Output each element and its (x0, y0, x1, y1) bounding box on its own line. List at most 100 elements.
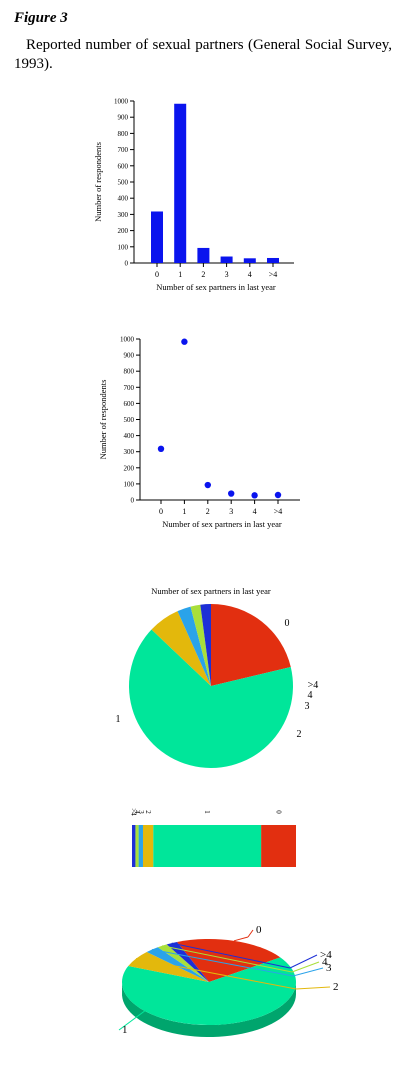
bar-chart: 0 100 200 300 400 500 600 700 800 900 1000 0 1 2 3 4 >4 N… (93, 98, 294, 292)
pie-3d-slice (121, 957, 296, 1025)
y-tick-label: 100 (124, 480, 135, 488)
data-point (204, 481, 211, 489)
bar (220, 256, 233, 263)
y-tick-label: 600 (124, 400, 135, 408)
pie-slice (151, 611, 211, 686)
pie-slice (200, 604, 211, 686)
pie-3d-leader (247, 929, 254, 938)
y-tick-label: 200 (124, 464, 135, 472)
y-tick-label: 500 (124, 416, 135, 424)
pie-3d-slice (128, 951, 209, 982)
stacked-segment (261, 825, 296, 867)
stacked-segment (153, 825, 262, 867)
pie-3d-leader (292, 967, 324, 977)
pie-3d-leader (145, 1009, 220, 1026)
x-tick-label: 1 (182, 507, 186, 516)
x-tick-label: 1 (178, 270, 182, 279)
stacked-segment-label: 3 (137, 810, 145, 814)
pie-slice (128, 629, 293, 768)
pie-3d-chart: 0 1 234>4 (118, 924, 339, 1037)
x-axis-title: Number of sex partners in last year (162, 519, 282, 529)
pie-3d-leader (151, 948, 294, 977)
pie-3d-leader (295, 986, 331, 990)
y-tick-label: 400 (118, 195, 129, 203)
data-point (181, 338, 188, 345)
pie-3d-label: 1 (122, 1024, 128, 1036)
pie-3d-slice (157, 944, 209, 982)
x-tick-label: >4 (274, 507, 283, 516)
pie-slice-label: 2 (297, 729, 302, 740)
pie-3d-label: 4 (322, 956, 328, 968)
y-tick-label: 0 (131, 497, 135, 505)
bar (267, 257, 279, 263)
x-tick-label: 3 (225, 270, 229, 279)
pie-chart: Number of sex partners in last year 0 1 2 34… (116, 586, 319, 768)
y-tick-label: 500 (118, 179, 129, 187)
pie-3d-leader (162, 945, 293, 973)
pie-3d-slice (166, 942, 209, 982)
y-tick-label: 600 (118, 162, 129, 170)
stacked-segment-label: >4 (130, 808, 138, 816)
y-tick-label: 900 (124, 352, 135, 360)
pie-3d-label: 3 (326, 962, 332, 974)
scatter-chart: 0 100 200 300 400 500 600 700 800 900 1000 0 1 2 3 4 >4 N… (98, 336, 300, 529)
x-tick-label: 0 (159, 507, 163, 516)
pie-slice-label: 4 (308, 690, 313, 701)
pie-slice (211, 604, 291, 686)
x-tick-label: 0 (155, 270, 159, 279)
x-tick-label: 2 (206, 507, 210, 516)
stacked-segment (142, 825, 154, 867)
pie-3d-leader (289, 954, 318, 969)
y-tick-label: 900 (118, 114, 129, 122)
pie-slice (190, 604, 211, 686)
y-tick-label: 700 (124, 384, 135, 392)
pie-3d-leader (136, 958, 297, 990)
data-point (251, 492, 258, 499)
pie-slice-label: 0 (285, 618, 290, 629)
y-tick-label: 1000 (120, 336, 135, 344)
y-tick-label: 100 (118, 243, 129, 251)
pie-3d-side (122, 982, 296, 1037)
pie-3d-leader (233, 936, 249, 942)
data-point (228, 490, 235, 497)
y-tick-label: 300 (124, 448, 135, 456)
stacked-segment-label: 2 (144, 810, 152, 814)
x-tick-label: 3 (229, 507, 233, 516)
x-tick-label: 4 (253, 507, 257, 516)
pie-3d-leader (171, 942, 291, 969)
y-axis-title: Number of respondents (93, 142, 103, 222)
pie-3d-label: >4 (320, 949, 332, 961)
stacked-segment-label: 0 (275, 810, 283, 814)
pie-3d-label: 0 (256, 924, 262, 936)
y-tick-label: 300 (118, 211, 129, 219)
data-point (274, 491, 282, 499)
y-tick-label: 200 (118, 227, 129, 235)
pie-3d-leader (118, 1009, 147, 1031)
pie-3d-slice (146, 947, 209, 982)
y-tick-label: 800 (118, 130, 129, 138)
bar (197, 247, 210, 263)
pie-3d-leader (291, 961, 320, 973)
x-tick-label: 2 (201, 270, 205, 279)
y-tick-label: 700 (118, 146, 129, 154)
y-tick-label: 0 (125, 260, 129, 268)
pie-3d-label: 2 (333, 981, 339, 993)
stacked-segment (132, 825, 136, 867)
pie-slice-label: 1 (116, 714, 121, 725)
stacked-bar-chart: 0 1 234>4 (130, 808, 296, 867)
y-tick-label: 400 (124, 432, 135, 440)
y-tick-label: 800 (124, 368, 135, 376)
stacked-segment-label: 4 (133, 810, 141, 814)
x-tick-label: 4 (248, 270, 252, 279)
x-axis-title: Number of sex partners in last year (156, 282, 276, 292)
pie-slice (177, 606, 211, 686)
bar (174, 103, 187, 263)
data-point (157, 445, 165, 453)
pie-slice-label: >4 (308, 680, 319, 691)
stacked-segment (138, 825, 143, 867)
figure-caption: Reported number of sexual partners (Gene… (14, 37, 392, 72)
y-axis-title: Number of respondents (98, 380, 108, 460)
pie-slice-label: 3 (305, 701, 310, 712)
y-tick-label: 1000 (114, 98, 129, 106)
pie-title: Number of sex partners in last year (151, 586, 271, 596)
